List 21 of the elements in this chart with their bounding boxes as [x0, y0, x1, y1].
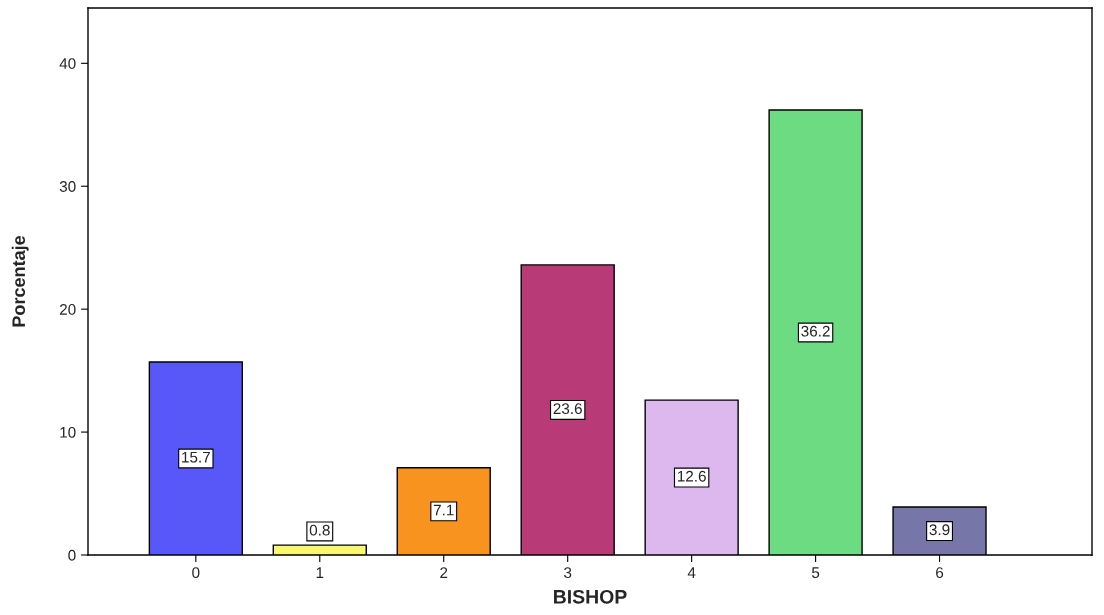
- y-tick-label: 40: [59, 58, 76, 69]
- data-label: 23.6: [553, 403, 582, 415]
- y-tick-label: 10: [60, 426, 76, 438]
- data-label: 0.8: [309, 524, 330, 536]
- x-axis-title: BISHOP: [554, 589, 627, 604]
- x-tick-label: 1: [316, 567, 324, 578]
- y-axis-title: Porcentaje: [11, 235, 29, 327]
- x-tick-label: 3: [564, 567, 572, 579]
- data-label: 3.9: [929, 524, 950, 536]
- data-label: 7.1: [433, 504, 454, 516]
- x-tick-label: 0: [192, 567, 200, 579]
- x-tick-label: 2: [440, 567, 448, 578]
- x-tick-label: 4: [687, 567, 696, 578]
- x-tick-label: 5: [811, 567, 820, 579]
- data-label: 15.7: [182, 451, 210, 463]
- x-tick-label: 6: [936, 567, 944, 579]
- y-tick-label: 30: [59, 181, 76, 192]
- y-tick-label: 0: [68, 549, 76, 561]
- y-tick-label: 20: [59, 304, 76, 315]
- data-label: 36.2: [801, 325, 830, 337]
- data-label: 12.6: [677, 470, 706, 482]
